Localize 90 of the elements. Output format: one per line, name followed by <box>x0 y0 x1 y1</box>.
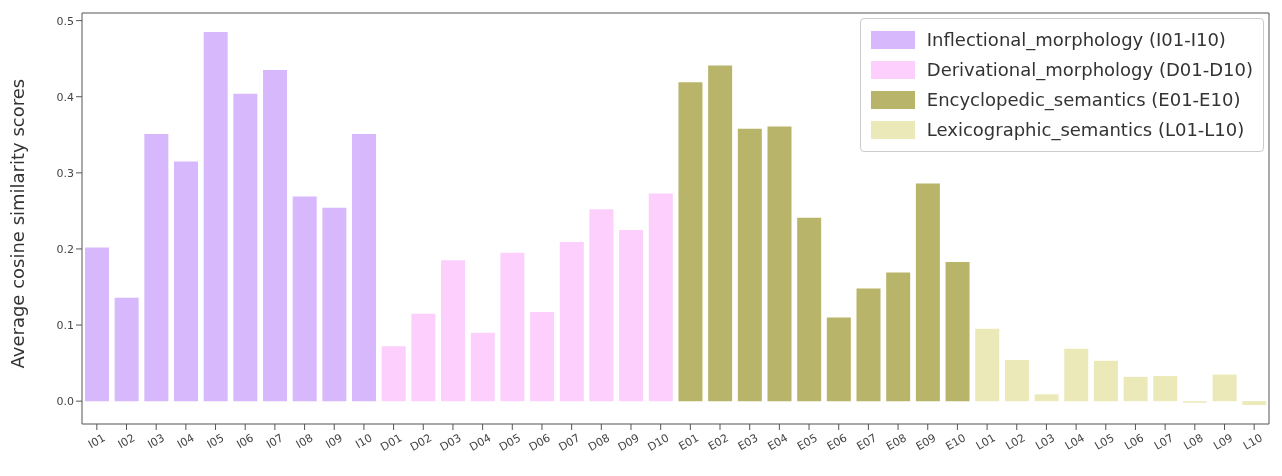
x-tick-label: E05 <box>795 431 820 453</box>
bar <box>233 93 258 402</box>
x-tick-label: E01 <box>676 431 702 453</box>
bar <box>441 260 466 402</box>
bar <box>886 272 911 402</box>
y-tick-label: 0.5 <box>56 14 74 28</box>
bar <box>1004 360 1029 402</box>
x-tick-label: I10 <box>353 431 375 452</box>
bar <box>352 134 377 402</box>
bar <box>856 288 881 402</box>
bar <box>84 247 109 402</box>
x-tick-label: D07 <box>556 431 583 454</box>
bar <box>589 209 614 402</box>
x-tick-label: L05 <box>1092 431 1117 453</box>
bar <box>1212 374 1237 402</box>
bar <box>1153 376 1178 402</box>
x-tick-label: D02 <box>408 431 434 454</box>
bar <box>945 261 970 402</box>
x-tick-label: D09 <box>615 431 642 454</box>
x-tick-label: L06 <box>1122 431 1147 453</box>
bar <box>292 196 317 402</box>
bar <box>411 313 436 402</box>
x-tick-label: E02 <box>706 431 731 453</box>
bar <box>114 297 139 402</box>
bar <box>173 161 198 402</box>
x-tick-label: E06 <box>824 431 850 453</box>
y-tick-label: 0.3 <box>56 166 74 180</box>
bar <box>500 252 525 402</box>
bar <box>975 328 1000 402</box>
x-tick-label: E03 <box>735 431 761 453</box>
bar <box>826 317 851 402</box>
y-tick-label: 0.4 <box>56 90 74 104</box>
x-tick-label: D08 <box>586 431 613 454</box>
x-tick-label: D04 <box>467 431 494 454</box>
bar <box>1093 360 1118 402</box>
y-axis-title: Average cosine similarity scores <box>7 78 29 369</box>
bar <box>559 242 584 402</box>
x-tick-label: L01 <box>973 431 998 453</box>
bar <box>1123 376 1148 402</box>
x-tick-label: E10 <box>943 431 969 453</box>
x-tick-label: E07 <box>854 431 880 453</box>
legend-label: Encyclopedic_semantics (E01-E10) <box>926 88 1241 113</box>
legend-label: Derivational_morphology (D01-D10) <box>926 58 1253 83</box>
x-tick-label: E09 <box>913 431 939 453</box>
x-tick-label: I04 <box>175 431 197 452</box>
legend-label: Inflectional_morphology (I01-I10) <box>926 28 1226 53</box>
x-tick-label: I01 <box>86 431 108 452</box>
bar <box>619 229 644 402</box>
bar <box>144 134 169 402</box>
x-tick-label: D10 <box>645 431 672 454</box>
x-tick-label: L08 <box>1181 431 1206 453</box>
bar <box>530 312 555 402</box>
x-tick-label: I05 <box>204 431 227 452</box>
bar <box>678 82 703 402</box>
x-tick-label: L03 <box>1033 431 1058 453</box>
bar <box>1242 401 1267 405</box>
bar <box>322 207 347 402</box>
x-tick-label: I03 <box>145 431 167 452</box>
y-tick-label: 0.1 <box>56 318 74 332</box>
bar <box>648 193 673 402</box>
x-tick-label: L04 <box>1062 431 1087 453</box>
x-tick-label: I07 <box>264 431 286 452</box>
bar <box>381 346 406 402</box>
x-tick-label: E04 <box>765 431 791 453</box>
y-tick-label: 0.0 <box>56 395 74 409</box>
bar <box>263 70 288 402</box>
x-tick-label: L10 <box>1240 431 1265 453</box>
x-tick-label: D03 <box>437 431 464 454</box>
bar <box>767 126 792 402</box>
x-tick-label: L09 <box>1211 431 1236 453</box>
bar <box>737 128 762 402</box>
y-tick-label: 0.2 <box>56 242 74 256</box>
x-tick-label: D05 <box>497 431 523 454</box>
bar <box>203 32 228 402</box>
bar <box>1034 394 1059 402</box>
bar <box>797 217 822 402</box>
x-tick-label: L02 <box>1003 431 1028 453</box>
bar <box>1064 348 1089 402</box>
bar <box>915 183 940 402</box>
x-tick-label: I09 <box>323 431 345 452</box>
x-tick-label: D06 <box>526 431 553 454</box>
x-tick-label: I06 <box>234 431 256 452</box>
x-tick-label: I08 <box>293 431 316 452</box>
bar <box>470 332 495 402</box>
legend-label: Lexicographic_semantics (L01-L10) <box>926 118 1245 143</box>
x-tick-label: D01 <box>378 431 405 454</box>
bar <box>708 65 733 402</box>
x-tick-label: I02 <box>115 431 138 452</box>
x-tick-label: L07 <box>1151 431 1176 453</box>
x-tick-label: E08 <box>884 431 909 453</box>
